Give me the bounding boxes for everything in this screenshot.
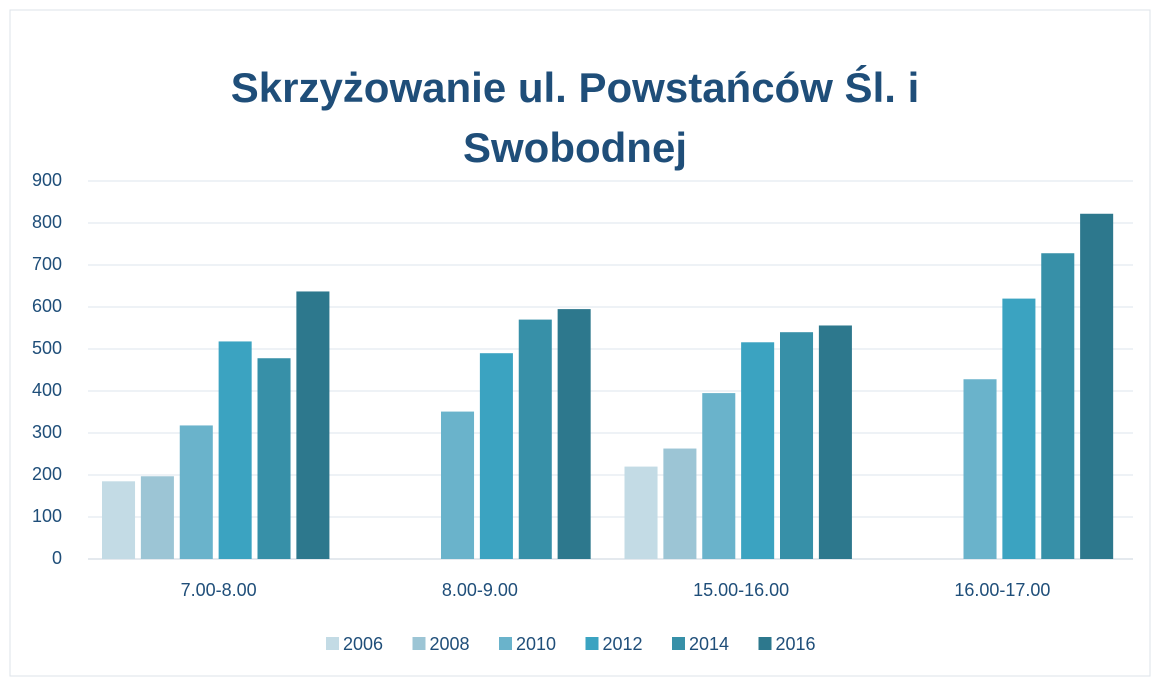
bar: [702, 393, 736, 559]
legend-swatch: [758, 637, 772, 650]
x-tick-label: 7.00-8.00: [181, 580, 257, 600]
legend-swatch: [585, 637, 599, 650]
legend-label: 2012: [603, 634, 643, 654]
legend-swatch: [672, 637, 685, 650]
bar: [296, 291, 330, 559]
y-tick-label: 500: [32, 338, 62, 358]
bar: [1041, 253, 1075, 560]
bar: [257, 358, 291, 559]
bar: [102, 481, 136, 559]
legend-swatch: [326, 637, 339, 650]
y-tick-label: 300: [32, 422, 62, 442]
bar: [179, 425, 213, 559]
legend-label: 2014: [689, 634, 729, 654]
legend-label: 2016: [776, 634, 816, 654]
x-tick-label: 16.00-17.00: [954, 580, 1050, 600]
legend-label: 2008: [430, 634, 470, 654]
bar: [1002, 298, 1036, 559]
y-tick-label: 600: [32, 296, 62, 316]
bar: [663, 448, 697, 559]
y-tick-label: 100: [32, 506, 62, 526]
bar: [818, 325, 852, 559]
x-tick-label: 8.00-9.00: [442, 580, 518, 600]
bar: [780, 332, 814, 559]
bar: [963, 379, 997, 559]
bar: [1080, 213, 1114, 559]
bar: [741, 342, 775, 559]
y-tick-label: 0: [52, 548, 62, 568]
y-tick-label: 200: [32, 464, 62, 484]
y-tick-label: 900: [32, 170, 62, 190]
bar: [218, 341, 252, 559]
legend-swatch: [412, 637, 426, 650]
bar: [624, 466, 658, 559]
legend-label: 2006: [343, 634, 383, 654]
y-tick-label: 800: [32, 212, 62, 232]
bar: [557, 309, 591, 559]
y-tick-label: 700: [32, 254, 62, 274]
bar: [518, 319, 552, 559]
bar: [479, 353, 513, 559]
x-tick-label: 15.00-16.00: [693, 580, 789, 600]
chart-border: [9, 9, 1151, 677]
bar: [140, 476, 174, 559]
y-tick-label: 400: [32, 380, 62, 400]
chart-title: Skrzyżowanie ul. Powstańców Śl. i Swobod…: [230, 64, 920, 171]
bar: [441, 411, 475, 559]
legend-swatch: [499, 637, 512, 650]
legend-label: 2010: [516, 634, 556, 654]
